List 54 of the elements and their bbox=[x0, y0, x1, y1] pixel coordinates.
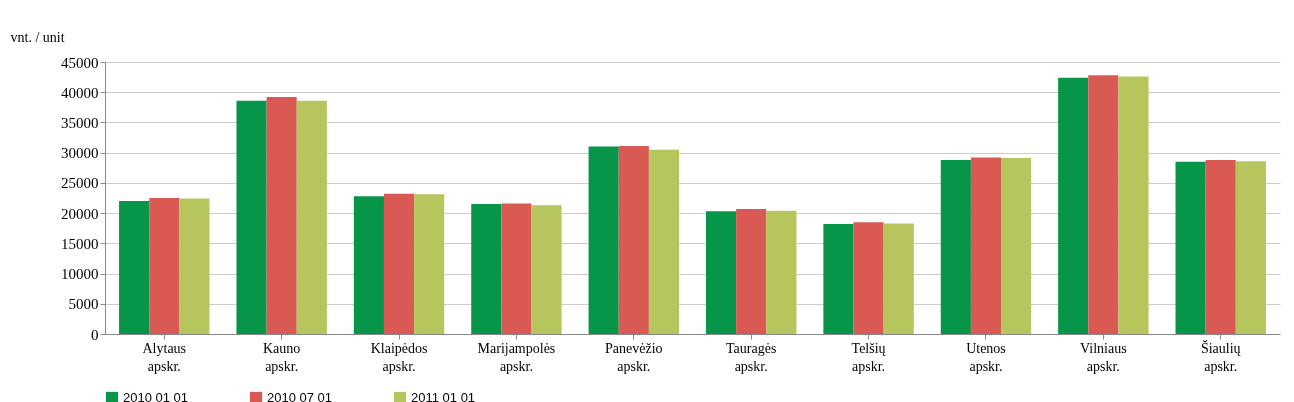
y-tick-label: 45000 bbox=[61, 54, 99, 71]
bar bbox=[766, 210, 797, 334]
bar bbox=[1118, 76, 1149, 334]
bar bbox=[648, 149, 680, 334]
legend-label: 2010 07 01 bbox=[267, 390, 333, 402]
x-tick-label: Alytaus apskr. bbox=[142, 340, 187, 374]
y-tick-label: 35000 bbox=[61, 114, 99, 131]
bar bbox=[501, 203, 532, 334]
bar bbox=[471, 204, 502, 334]
y-tick-label: 30000 bbox=[61, 145, 99, 162]
bar bbox=[940, 159, 971, 334]
bar bbox=[883, 223, 914, 334]
y-tick-label: 20000 bbox=[61, 205, 99, 222]
bar bbox=[296, 100, 327, 334]
x-tick-label: Šiaulių apskr. bbox=[1200, 339, 1241, 374]
y-axis-title: vnt. / unit bbox=[10, 29, 65, 45]
bar bbox=[1235, 161, 1266, 334]
bar bbox=[588, 146, 619, 334]
y-tick-label: 5000 bbox=[68, 296, 99, 313]
bar bbox=[353, 196, 384, 334]
bar bbox=[236, 100, 267, 334]
bar bbox=[823, 223, 854, 334]
bar bbox=[705, 211, 737, 334]
bar bbox=[618, 146, 649, 334]
y-tick-label: 15000 bbox=[61, 235, 99, 252]
bar bbox=[179, 198, 210, 334]
bar bbox=[531, 205, 562, 334]
x-tick-label: Marijampolės apskr. bbox=[477, 340, 556, 374]
x-tick-label: Tauragės apskr. bbox=[726, 340, 777, 374]
legend-label: 2010 01 01 bbox=[123, 390, 189, 402]
y-tick-label: 0 bbox=[91, 326, 99, 343]
bar bbox=[1175, 161, 1206, 334]
x-tick-label: Panevėžio apskr. bbox=[605, 340, 663, 374]
y-tick-label: 40000 bbox=[61, 84, 99, 101]
x-tick-label: Vilniaus apskr. bbox=[1080, 340, 1127, 374]
bar bbox=[1088, 75, 1119, 334]
x-tick-label: Telšių apskr. bbox=[851, 340, 886, 374]
x-tick-label: Utenos apskr. bbox=[966, 340, 1006, 374]
y-tick-label: 10000 bbox=[61, 266, 99, 283]
x-tick-label: Kauno apskr. bbox=[263, 340, 301, 374]
bar bbox=[736, 208, 767, 334]
x-tick-label: Klaipėdos apskr. bbox=[370, 340, 428, 374]
legend-label: 2011 01 01 bbox=[411, 390, 476, 402]
bar bbox=[414, 194, 445, 334]
bar bbox=[149, 198, 180, 334]
bar bbox=[119, 201, 150, 334]
bar bbox=[266, 97, 297, 334]
bar bbox=[853, 222, 884, 334]
bar bbox=[970, 157, 1002, 334]
bar bbox=[1001, 158, 1032, 334]
bar bbox=[1058, 77, 1089, 334]
bar bbox=[383, 193, 415, 334]
bar bbox=[1205, 159, 1236, 334]
y-tick-label: 25000 bbox=[61, 175, 99, 192]
